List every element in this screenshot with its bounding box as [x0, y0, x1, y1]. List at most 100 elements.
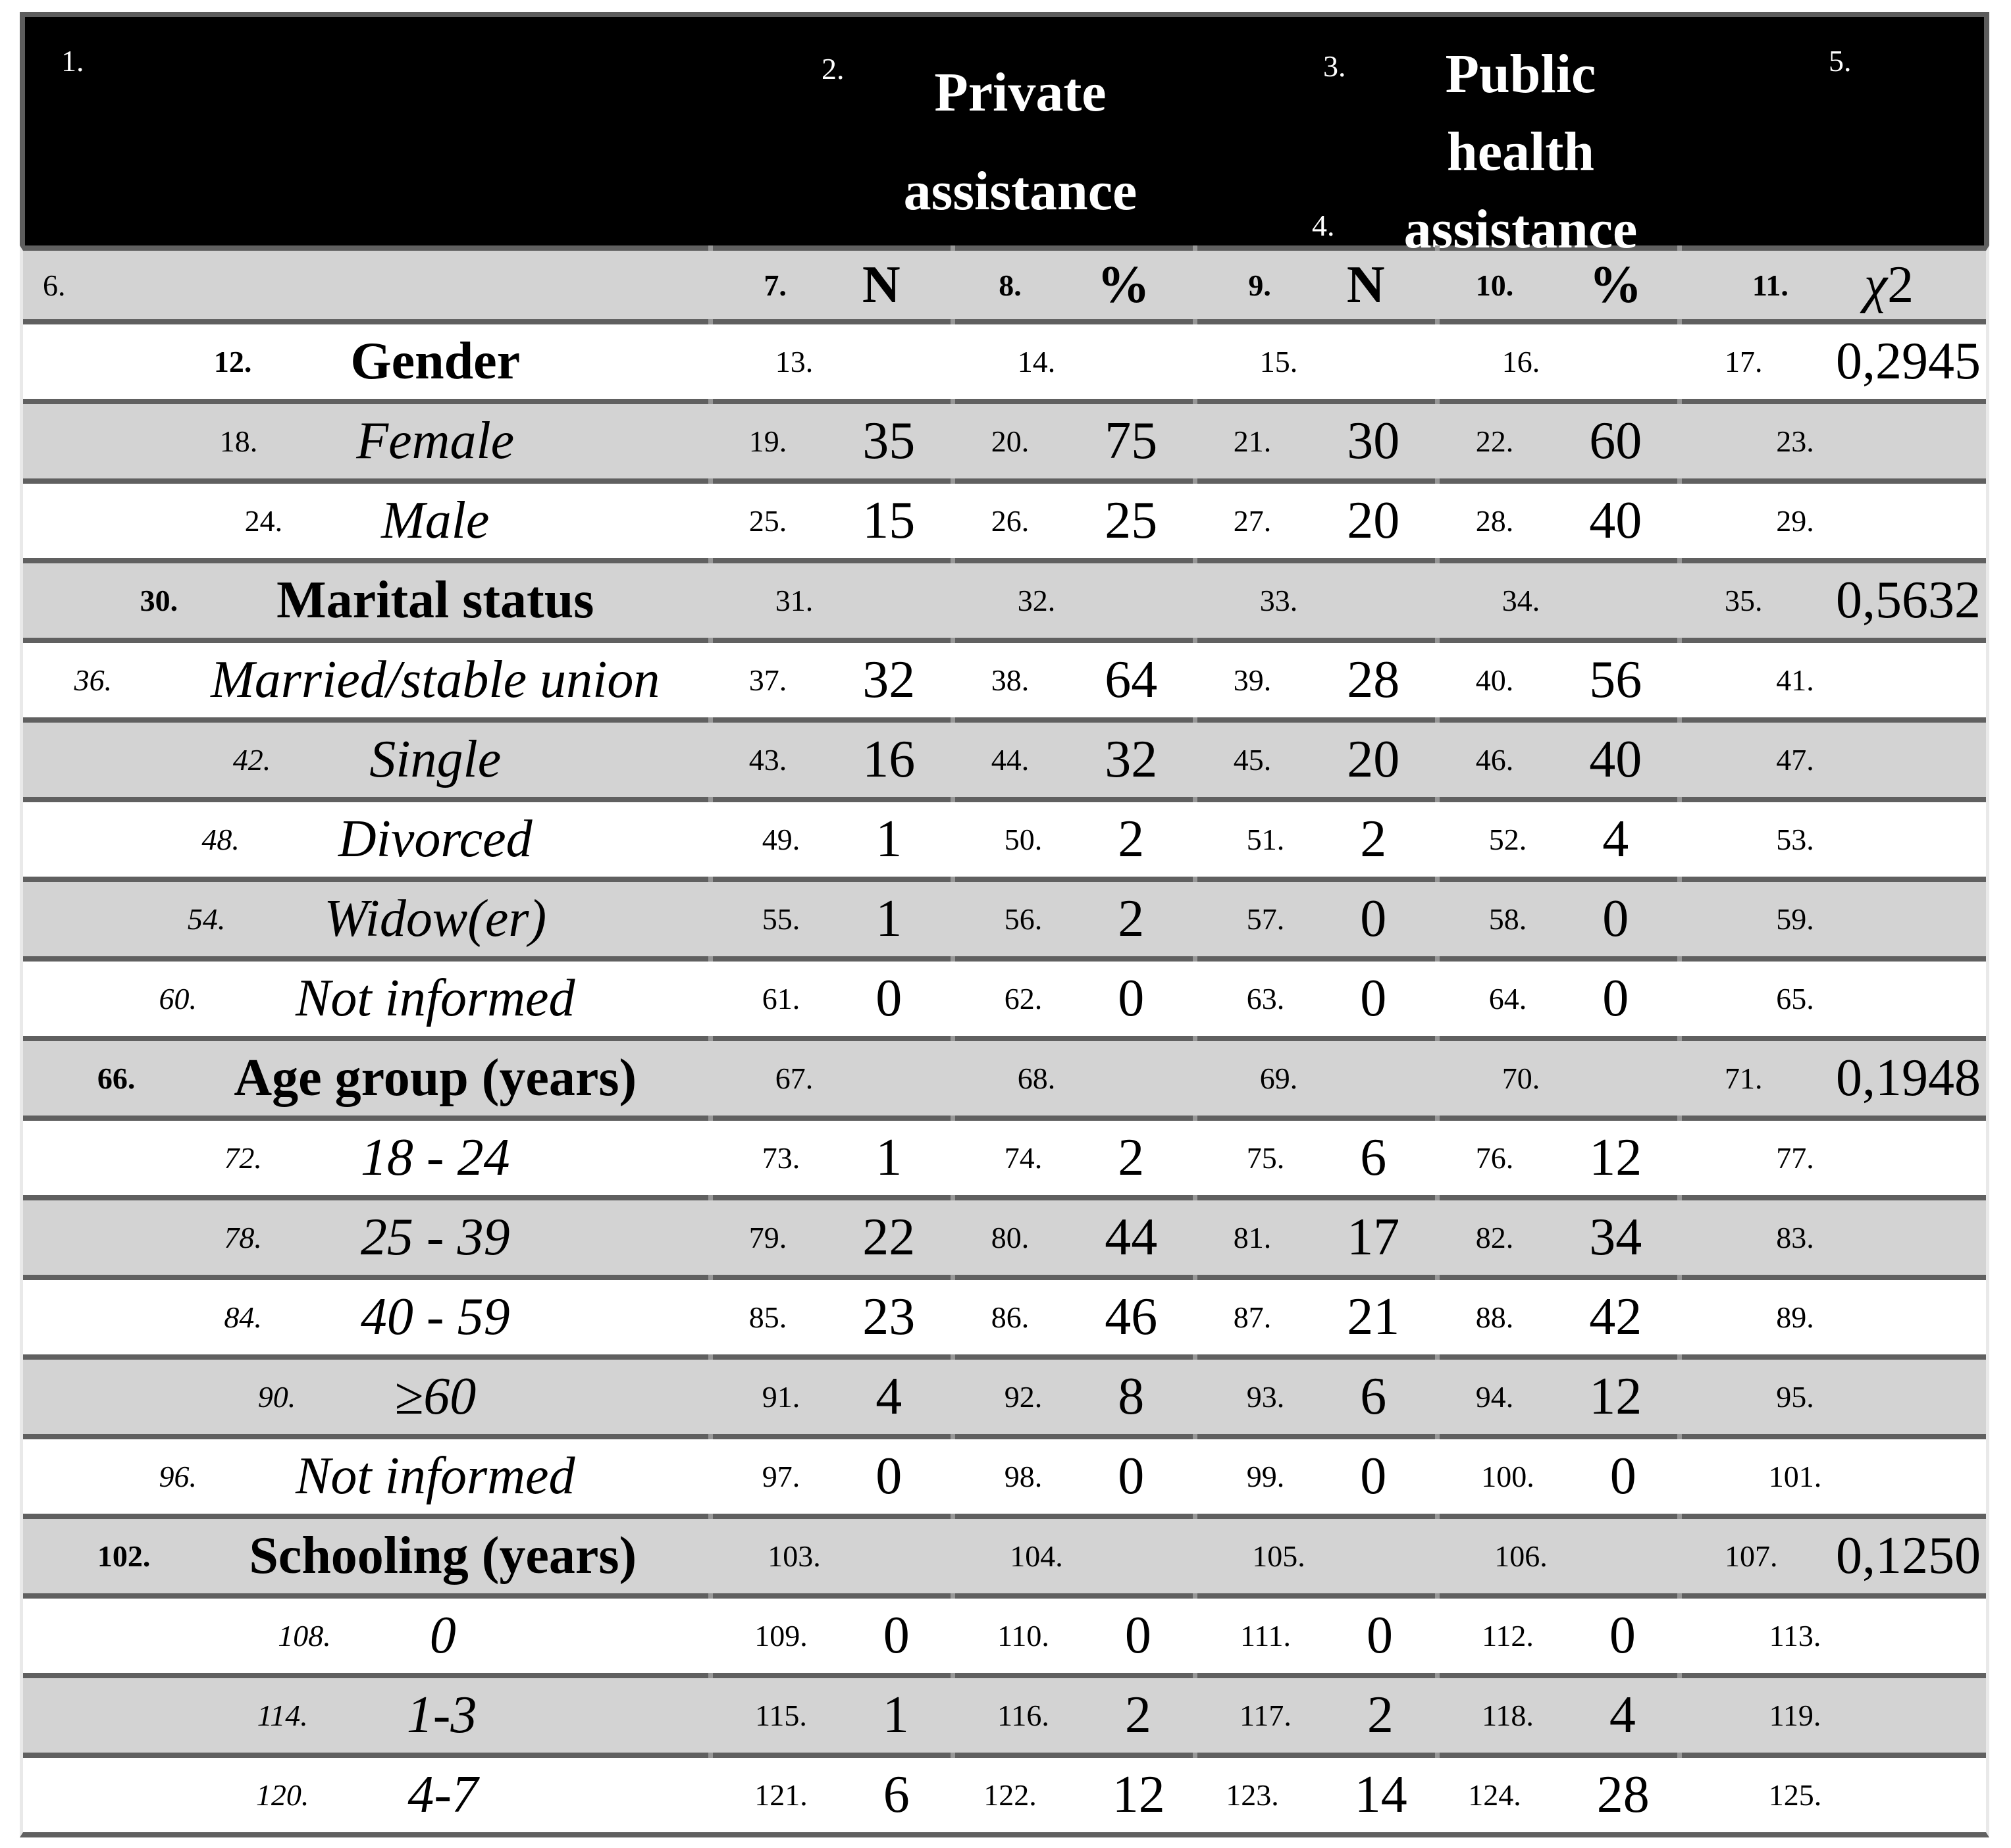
table-row: 66. Age group (years) 67. 68. 69. 70. 71.…	[23, 1036, 1986, 1116]
column-label: %	[1097, 255, 1150, 314]
chi2-cell: 77.	[1677, 1116, 1986, 1195]
label-cell: 120. 4-7	[23, 1758, 711, 1832]
list-number: 112.	[1482, 1619, 1534, 1653]
n-cell: 97. 0	[708, 1434, 953, 1514]
cell-value: 0	[1609, 1606, 1636, 1664]
chi2-cell: 53.	[1677, 797, 1986, 877]
percent-cell: 32.	[951, 558, 1195, 638]
list-number: 52.	[1488, 823, 1527, 856]
row-label: Male	[381, 492, 490, 550]
chi2-cell: 119.	[1677, 1673, 1986, 1753]
n-cell: 115. 1	[708, 1673, 953, 1753]
list-number: 68.	[1017, 1062, 1056, 1095]
n-column-header: 7. N	[708, 245, 953, 319]
list-number: 12.	[213, 345, 252, 378]
percent-cell: 92. 8	[951, 1354, 1195, 1434]
row-label: Schooling (years)	[249, 1527, 637, 1585]
table-row: 42. Single 43. 16 44. 32 45. 20 46. 40 47.	[23, 717, 1986, 797]
label-cell: 114. 1-3	[23, 1678, 711, 1753]
list-number: 33.	[1259, 584, 1298, 617]
n-cell: 105.	[1193, 1514, 1438, 1593]
chi2-cell: 125.	[1677, 1753, 1986, 1832]
label-cell: 78. 25 - 39	[23, 1200, 711, 1275]
row-label: 25 - 39	[360, 1208, 510, 1266]
list-number: 26.	[991, 504, 1030, 538]
n-cell: 57. 0	[1193, 877, 1438, 956]
cell-value: 8	[1118, 1368, 1145, 1425]
percent-cell: 88. 42	[1435, 1275, 1680, 1354]
percent-cell: 116. 2	[951, 1673, 1195, 1753]
list-number: 23.	[1776, 424, 1814, 458]
chi2-cell: 95.	[1677, 1354, 1986, 1434]
category-cell: 30. Marital status	[23, 563, 711, 638]
cell-value: 0	[1609, 1447, 1636, 1505]
list-number: 74.	[1004, 1141, 1043, 1175]
percent-cell: 76. 12	[1435, 1116, 1680, 1195]
cell-value: 25	[1105, 492, 1158, 550]
cell-value: 1	[875, 890, 902, 948]
column-header-row: 6. 7. N 8.% 9. N 10.% 11. χ2	[23, 245, 1986, 319]
chi2-cell: 101.	[1677, 1434, 1986, 1514]
list-number: 78.	[224, 1221, 262, 1254]
list-number: 125.	[1768, 1778, 1822, 1812]
list-number: 82.	[1475, 1221, 1514, 1254]
table-row: 84. 40 - 59 85. 23 86. 46 87. 21 88. 42 89.	[23, 1275, 1986, 1354]
n-cell: 111. 0	[1193, 1593, 1438, 1673]
label-cell: 90. ≥60	[23, 1360, 711, 1434]
list-number: 32.	[1017, 584, 1056, 617]
percent-cell: 58. 0	[1435, 877, 1680, 956]
list-number: 124.	[1468, 1778, 1521, 1812]
cell-value: 2	[1367, 1686, 1394, 1744]
demographics-table: 1. 2. Private assistance 3. 4. Public he…	[20, 12, 1989, 1837]
n-cell: 99. 0	[1193, 1434, 1438, 1514]
list-number: 75.	[1246, 1141, 1285, 1175]
list-number: 49.	[762, 823, 800, 856]
chi2-cell: 17. 0,2945	[1677, 319, 1986, 399]
list-number: 39.	[1233, 663, 1272, 697]
cell-value: 60	[1589, 412, 1642, 470]
list-number: 80.	[991, 1221, 1030, 1254]
n-cell: 19. 35	[708, 399, 953, 478]
percent-cell: 82. 34	[1435, 1195, 1680, 1275]
public-health-assistance-header: Public health assistance	[1257, 36, 1784, 269]
label-cell: 24. Male	[23, 484, 711, 558]
list-number: 37.	[748, 663, 787, 697]
n-cell: 109. 0	[708, 1593, 953, 1673]
n-cell: 55. 1	[708, 877, 953, 956]
percent-cell: 20. 75	[951, 399, 1195, 478]
list-number: 20.	[991, 424, 1030, 458]
cell-value: 21	[1347, 1288, 1400, 1346]
table-row: 72. 18 - 24 73. 1 74. 2 75. 6 76. 12 77.	[23, 1116, 1986, 1195]
list-number: 16.	[1502, 345, 1540, 378]
percent-cell: 38. 64	[951, 638, 1195, 717]
chi2-cell: 23.	[1677, 399, 1986, 478]
list-number: 99.	[1246, 1460, 1285, 1493]
list-number: 83.	[1776, 1221, 1814, 1254]
list-number: 86.	[991, 1300, 1030, 1334]
cell-value: 40	[1589, 492, 1642, 550]
cell-value: 2	[1118, 890, 1145, 948]
cell-value: 0	[1360, 1447, 1387, 1505]
percent-cell: 70.	[1435, 1036, 1680, 1116]
list-number: 91.	[762, 1380, 800, 1414]
n-cell: 75. 6	[1193, 1116, 1438, 1195]
chi2-cell: 35. 0,5632	[1677, 558, 1986, 638]
list-number: 105.	[1252, 1539, 1305, 1573]
cell-value: 22	[862, 1208, 916, 1266]
category-cell: 66. Age group (years)	[23, 1041, 711, 1116]
list-number: 34.	[1502, 584, 1540, 617]
table-row: 18. Female 19. 35 20. 75 21. 30 22. 60 23.	[23, 399, 1986, 478]
header-line: Public	[1445, 43, 1596, 105]
cell-value: 0	[875, 1447, 902, 1505]
percent-cell: 86. 46	[951, 1275, 1195, 1354]
list-number: 109.	[754, 1619, 808, 1653]
list-number: 71.	[1725, 1062, 1763, 1095]
cell-value: 2	[1118, 810, 1145, 868]
list-number: 104.	[1010, 1539, 1063, 1573]
list-number: 63.	[1246, 982, 1285, 1015]
n-cell: 87. 21	[1193, 1275, 1438, 1354]
table-row: 48. Divorced 49. 1 50. 2 51. 2 52. 4 53.	[23, 797, 1986, 877]
row-label: Gender	[350, 332, 521, 390]
percent-column-header: 10.%	[1435, 245, 1680, 319]
cell-value: 14	[1354, 1766, 1407, 1824]
